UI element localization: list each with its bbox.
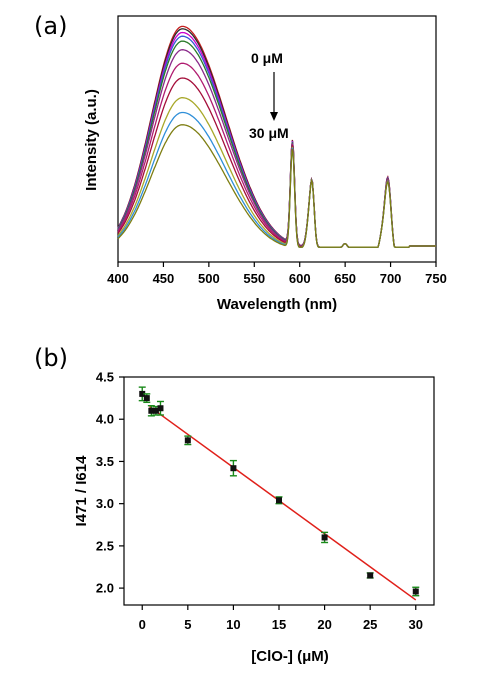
x-tick-label: 20 bbox=[317, 617, 331, 632]
panel-b-y-axis-title: I471 / I614 bbox=[73, 455, 90, 527]
panel-a-x-ticks: 400 450 500 550 600 650 700 750 bbox=[107, 262, 447, 286]
data-point bbox=[367, 572, 374, 579]
spectrum-line bbox=[117, 49, 436, 248]
x-tick-label: 10 bbox=[226, 617, 240, 632]
x-tick-label: 650 bbox=[334, 271, 356, 286]
y-tick-label: 2.5 bbox=[96, 538, 114, 553]
panel-a-y-axis-title: Intensity (a.u.) bbox=[83, 89, 100, 191]
panel-a-plot-frame bbox=[117, 15, 437, 263]
panel-b-y-ticks: 2.0 2.5 3.0 3.5 4.0 4.5 bbox=[96, 370, 124, 596]
x-tick-label: 600 bbox=[289, 271, 311, 286]
x-tick-label: 5 bbox=[184, 617, 191, 632]
spectrum-line bbox=[117, 77, 436, 248]
panel-b-fit bbox=[149, 405, 417, 601]
y-tick-label: 4.5 bbox=[96, 370, 114, 385]
x-tick-label: 450 bbox=[153, 271, 175, 286]
spectrum-line bbox=[117, 62, 436, 248]
data-point bbox=[157, 405, 164, 412]
data-point bbox=[184, 437, 191, 444]
annotation-end-concentration: 30 μM bbox=[249, 125, 289, 141]
data-point bbox=[148, 407, 155, 414]
panel-b-plot-frame bbox=[123, 376, 435, 606]
data-point bbox=[139, 390, 146, 397]
annotation-arrow-head bbox=[270, 112, 278, 121]
panel-a-label: (a) bbox=[34, 12, 67, 40]
x-tick-label: 15 bbox=[272, 617, 286, 632]
spectrum-line bbox=[117, 40, 436, 248]
data-point bbox=[276, 497, 282, 504]
data-point bbox=[412, 588, 419, 595]
y-tick-label: 3.0 bbox=[96, 496, 114, 511]
x-tick-label: 750 bbox=[425, 271, 447, 286]
y-tick-label: 3.5 bbox=[96, 454, 114, 469]
y-tick-label: 4.0 bbox=[96, 412, 114, 427]
fit-line bbox=[149, 405, 417, 601]
x-tick-label: 25 bbox=[363, 617, 377, 632]
spectrum-line bbox=[117, 97, 436, 248]
annotation-start-concentration: 0 μM bbox=[251, 50, 283, 66]
data-point bbox=[143, 395, 150, 402]
panel-b-x-ticks: 0 5 10 15 20 25 30 bbox=[139, 605, 423, 632]
panel-b-label: (b) bbox=[34, 344, 68, 372]
x-tick-label: 500 bbox=[198, 271, 220, 286]
panel-a-series bbox=[117, 25, 436, 248]
panel-b-x-axis-title: [ClO-] (μM) bbox=[251, 648, 328, 665]
x-tick-label: 400 bbox=[107, 271, 129, 286]
spectrum-line bbox=[117, 124, 436, 248]
data-point bbox=[230, 465, 237, 472]
panel-a-x-axis-title: Wavelength (nm) bbox=[217, 296, 337, 313]
panel-b-points bbox=[138, 386, 420, 597]
x-tick-label: 700 bbox=[380, 271, 402, 286]
panel-b-calibration: (b) 0 5 10 15 20 25 30 2.0 2.5 3.0 3.5 4.0 4.5 [ClO… bbox=[34, 344, 435, 665]
panel-a-spectra: (a) 400 450 500 550 600 650 700 750 Wavelength … bbox=[34, 12, 447, 313]
x-tick-label: 550 bbox=[243, 271, 265, 286]
x-tick-label: 0 bbox=[139, 617, 146, 632]
x-tick-label: 30 bbox=[409, 617, 423, 632]
data-point bbox=[321, 534, 328, 541]
data-point bbox=[152, 407, 159, 414]
y-tick-label: 2.0 bbox=[96, 581, 114, 596]
